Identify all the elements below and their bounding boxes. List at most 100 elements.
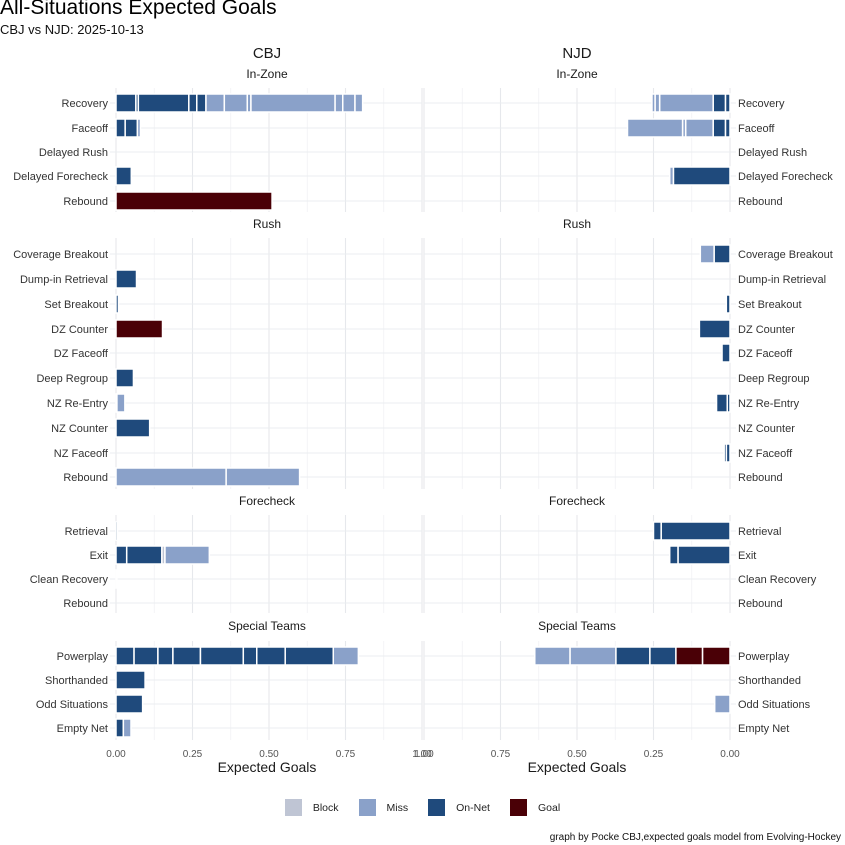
category-label: Deep Regroup	[36, 373, 108, 385]
bar-segment-on-net	[660, 521, 731, 541]
bar-segment-on-net	[721, 343, 731, 363]
facet-strip-special-teams: Special Teams	[538, 619, 616, 633]
x-axis-title: Expected Goals	[218, 759, 317, 775]
bar-segment-miss	[668, 166, 675, 186]
bar-segment-on-net	[115, 294, 120, 314]
bar-segment-goal	[115, 191, 273, 211]
legend-label-on-net: On-Net	[456, 801, 490, 814]
bar-segment-on-net	[725, 294, 731, 314]
bar-segment-miss	[223, 93, 249, 113]
bar-segment-on-net	[115, 118, 126, 138]
chart-title: All-Situations Expected Goals	[0, 0, 277, 19]
category-label: DZ Faceoff	[54, 348, 109, 360]
category-label: Rebound	[63, 598, 108, 610]
category-label: Delayed Forecheck	[738, 171, 833, 183]
bar-segment-on-net	[115, 418, 151, 438]
legend-swatch-block	[284, 799, 302, 816]
legend-item-goal: Goal	[509, 799, 560, 816]
bar-segment-on-net	[196, 93, 207, 113]
category-label: Delayed Rush	[738, 147, 807, 159]
category-label: Delayed Forecheck	[13, 171, 108, 183]
x-tick-label: 0.75	[491, 749, 511, 760]
chart-caption: graph by Pocke CBJ,expected goals model …	[549, 832, 841, 843]
bar-segment-on-net	[115, 368, 135, 388]
category-label: NZ Re-Entry	[47, 398, 109, 410]
bar-segment-goal	[675, 646, 704, 666]
bar-segment-miss	[164, 545, 211, 565]
bar-segment-on-net	[115, 670, 146, 690]
bar-segment-miss	[205, 93, 226, 113]
category-label: Delayed Rush	[39, 147, 108, 159]
bar-segment-goal	[701, 646, 731, 666]
category-label: Retrieval	[65, 526, 108, 538]
category-label: DZ Counter	[51, 324, 108, 336]
x-tick-label: 0.50	[259, 749, 279, 760]
team-header-njd: NJD	[562, 45, 591, 62]
category-label: Faceoff	[72, 123, 109, 135]
bar-segment-miss	[354, 93, 364, 113]
category-label: Dump-in Retrieval	[20, 274, 108, 286]
category-label: DZ Faceoff	[738, 348, 793, 360]
bar-segment-on-net	[115, 646, 135, 666]
legend-item-miss: Miss	[358, 799, 409, 816]
bar-segment-on-net	[115, 166, 133, 186]
bar-segment-on-net	[137, 93, 190, 113]
bar-segment-miss	[699, 244, 715, 264]
legend-label-miss: Miss	[386, 801, 409, 814]
bar-segment-miss	[651, 93, 656, 113]
category-label: NZ Re-Entry	[738, 398, 800, 410]
category-label: Rebound	[738, 472, 783, 484]
facet-strip-forecheck: Forecheck	[239, 494, 296, 508]
legend-swatch-on-net	[428, 799, 446, 816]
bar-segment-on-net	[668, 545, 679, 565]
category-label: Odd Situations	[738, 699, 811, 711]
facet-strip-rush: Rush	[563, 217, 591, 231]
facet-strip-rush: Rush	[253, 217, 281, 231]
bar-segment-on-net	[713, 244, 731, 264]
category-label: NZ Counter	[738, 423, 795, 435]
bar-segment-on-net	[115, 718, 125, 738]
bar-segment-on-net	[652, 521, 662, 541]
bar-segment-on-net	[672, 166, 731, 186]
bar-segment-miss	[115, 467, 227, 487]
category-label: Shorthanded	[45, 675, 108, 687]
category-label: Rebound	[738, 196, 783, 208]
bar-segment-on-net	[698, 319, 731, 339]
bar-segment-on-net	[649, 646, 677, 666]
category-label: Coverage Breakout	[13, 249, 108, 261]
facet-strip-in-zone: In-Zone	[556, 67, 598, 81]
x-tick-label: 0.00	[106, 749, 126, 760]
category-label: Powerplay	[57, 651, 109, 663]
category-label: Clean Recovery	[30, 574, 109, 586]
bar-segment-on-net	[199, 646, 245, 666]
category-label: Exit	[738, 550, 756, 562]
legend-item-on-net: On-Net	[428, 799, 490, 816]
team-header-cbj: CBJ	[253, 45, 281, 62]
bar-segment-miss	[341, 93, 356, 113]
category-label: Empty Net	[738, 723, 789, 735]
category-label: NZ Counter	[51, 423, 108, 435]
bar-segment-on-net	[242, 646, 258, 666]
bar-segment-block	[115, 569, 118, 589]
bar-segment-on-net	[133, 646, 159, 666]
category-label: Rebound	[63, 196, 108, 208]
bar-segment-miss	[569, 646, 617, 666]
bar-segment-on-net	[284, 646, 335, 666]
bar-segment-miss	[122, 718, 132, 738]
bar-segment-on-net	[188, 93, 198, 113]
legend-swatch-goal	[509, 799, 527, 816]
facet-strip-forecheck: Forecheck	[549, 494, 606, 508]
bar-segment-miss	[713, 694, 731, 714]
x-tick-label: 0.25	[183, 749, 203, 760]
bar-segment-on-net	[712, 118, 727, 138]
category-label: Recovery	[738, 98, 785, 110]
category-label: Clean Recovery	[738, 574, 817, 586]
legend-swatch-miss	[358, 799, 376, 816]
bar-segment-miss	[250, 93, 336, 113]
category-label: Deep Regroup	[738, 373, 810, 385]
bar-segment-on-net	[172, 646, 202, 666]
bar-segment-on-net	[723, 443, 728, 463]
category-label: Set Breakout	[44, 299, 108, 311]
bar-segment-on-net	[115, 521, 119, 541]
